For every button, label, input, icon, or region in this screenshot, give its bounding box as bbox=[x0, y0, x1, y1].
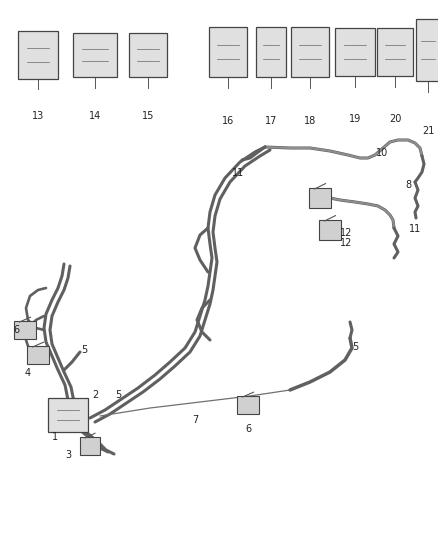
Text: 12: 12 bbox=[340, 238, 352, 248]
Text: 8: 8 bbox=[405, 180, 411, 190]
FancyBboxPatch shape bbox=[14, 321, 36, 338]
FancyBboxPatch shape bbox=[209, 27, 247, 77]
FancyBboxPatch shape bbox=[80, 438, 100, 455]
Text: 6: 6 bbox=[13, 325, 19, 335]
FancyBboxPatch shape bbox=[377, 28, 413, 76]
Text: 12: 12 bbox=[340, 228, 352, 238]
Text: 11: 11 bbox=[232, 168, 244, 178]
Text: 15: 15 bbox=[142, 111, 154, 121]
Text: 16: 16 bbox=[222, 116, 234, 126]
Text: 19: 19 bbox=[349, 114, 361, 124]
Text: 6: 6 bbox=[245, 424, 251, 434]
FancyBboxPatch shape bbox=[335, 28, 375, 76]
Text: 5: 5 bbox=[81, 345, 87, 355]
FancyBboxPatch shape bbox=[73, 33, 117, 77]
Text: 21: 21 bbox=[422, 126, 434, 136]
FancyBboxPatch shape bbox=[18, 31, 58, 78]
Text: 1: 1 bbox=[52, 432, 58, 442]
FancyBboxPatch shape bbox=[308, 189, 332, 207]
Text: 17: 17 bbox=[265, 116, 277, 126]
FancyBboxPatch shape bbox=[291, 27, 329, 77]
Text: 18: 18 bbox=[304, 116, 316, 126]
Text: 5: 5 bbox=[115, 390, 121, 400]
Text: 13: 13 bbox=[32, 111, 44, 121]
Text: 7: 7 bbox=[192, 415, 198, 425]
Text: 3: 3 bbox=[65, 450, 71, 460]
FancyBboxPatch shape bbox=[48, 398, 88, 432]
FancyBboxPatch shape bbox=[129, 33, 167, 77]
FancyBboxPatch shape bbox=[27, 346, 49, 364]
FancyBboxPatch shape bbox=[416, 19, 438, 81]
FancyBboxPatch shape bbox=[318, 221, 342, 239]
FancyBboxPatch shape bbox=[256, 27, 286, 77]
Text: 2: 2 bbox=[92, 390, 98, 400]
Text: 14: 14 bbox=[89, 111, 101, 121]
Text: 5: 5 bbox=[352, 342, 358, 352]
Text: 11: 11 bbox=[409, 224, 421, 234]
Text: 20: 20 bbox=[389, 114, 401, 124]
Text: 4: 4 bbox=[25, 368, 31, 378]
FancyBboxPatch shape bbox=[237, 397, 259, 414]
Text: 10: 10 bbox=[376, 148, 388, 158]
